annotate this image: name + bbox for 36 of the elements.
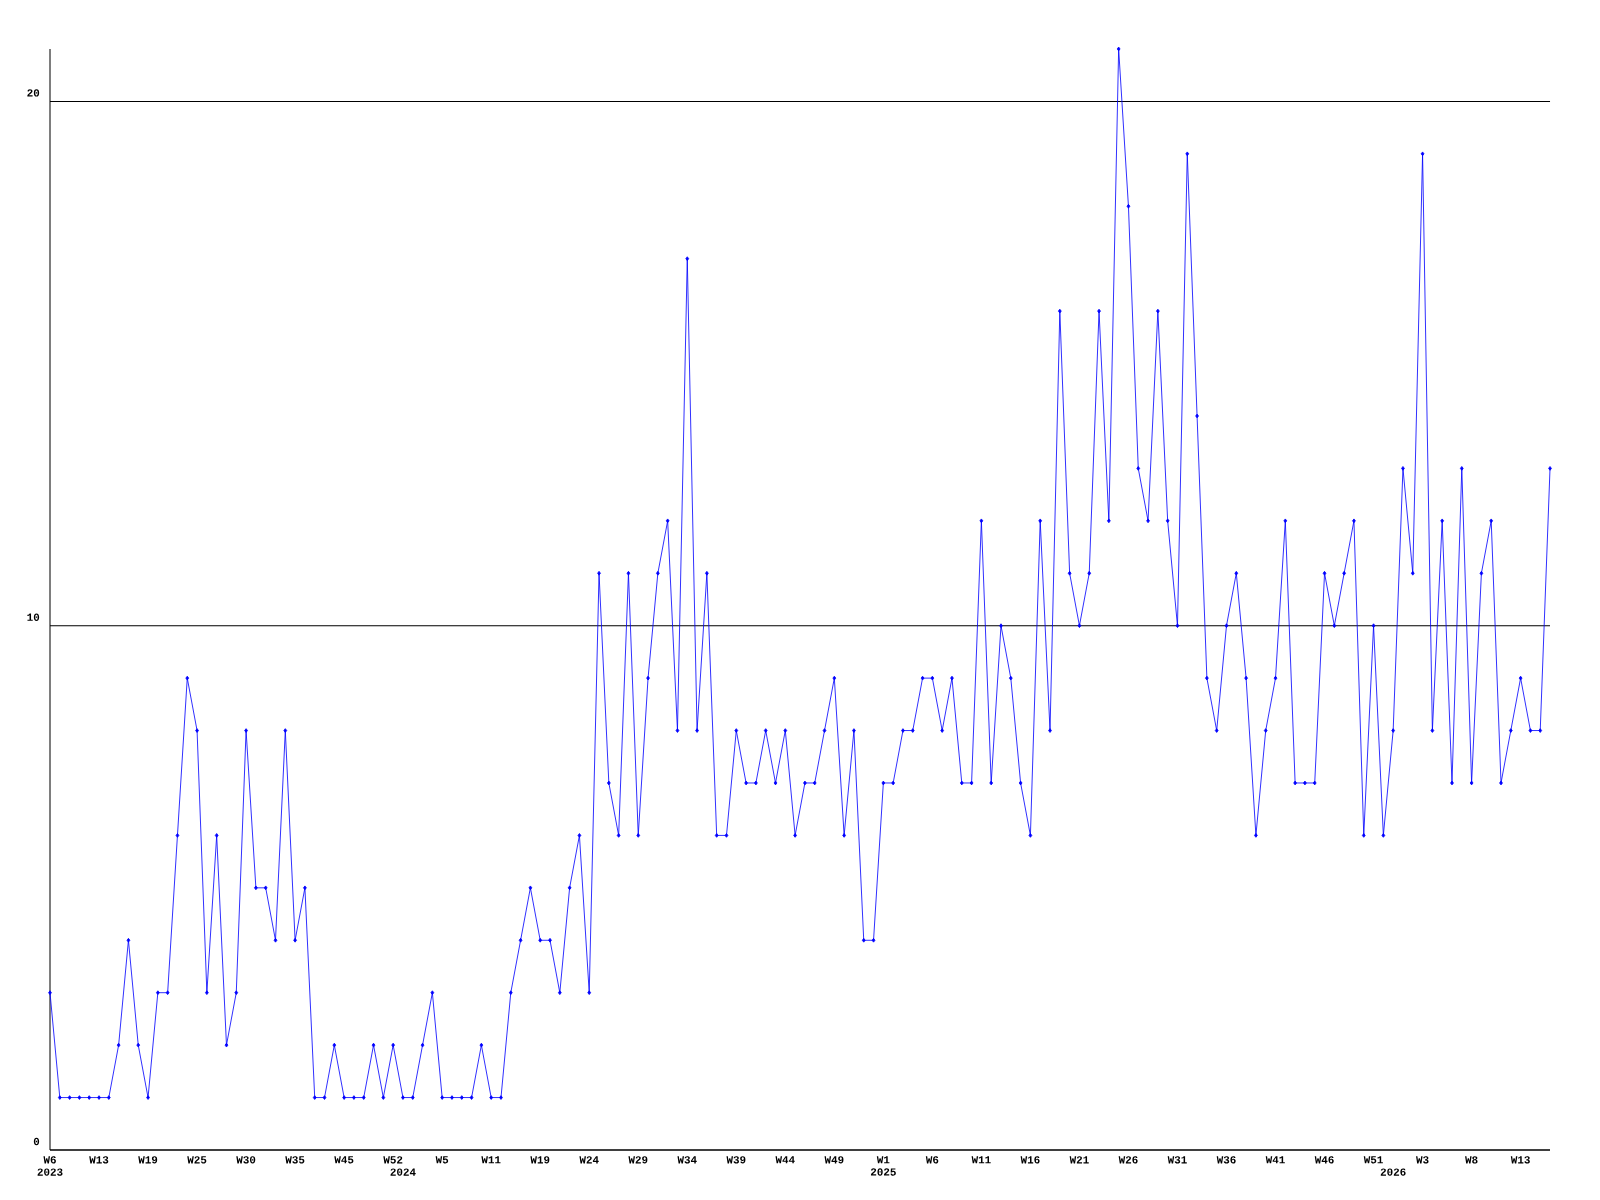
- x-tick-label: W31: [1167, 1156, 1187, 1164]
- x-tick-label: W52: [383, 1156, 403, 1164]
- x-tick-label: W24: [579, 1156, 599, 1164]
- x-tick-label: W3: [1416, 1156, 1429, 1164]
- x-tick-label: W5: [435, 1156, 449, 1164]
- x-tick-label: W8: [1465, 1156, 1478, 1164]
- y-tick-label: 0: [33, 1137, 40, 1146]
- x-tick-label: W45: [334, 1156, 354, 1164]
- x-tick-label: W11: [481, 1156, 501, 1164]
- x-tick-label: W49: [824, 1156, 844, 1164]
- x-tick-label: W46: [1314, 1156, 1334, 1164]
- x-tick-label: 2026: [1380, 1168, 1406, 1176]
- x-tick-label: W51: [1363, 1156, 1383, 1164]
- x-tick-label: W36: [1216, 1156, 1236, 1164]
- x-tick-label: W16: [1020, 1156, 1040, 1164]
- x-tick-label: W19: [138, 1156, 158, 1164]
- x-tick-label: W29: [628, 1156, 648, 1164]
- x-tick-label: W6: [925, 1156, 939, 1164]
- x-tick-label: W35: [285, 1156, 305, 1164]
- x-tick-label: W11: [971, 1156, 991, 1164]
- x-tick-label: W44: [775, 1156, 795, 1164]
- x-tick-label: W13: [1510, 1156, 1530, 1164]
- x-tick-label: W19: [530, 1156, 550, 1164]
- x-tick-label: W26: [1118, 1156, 1138, 1164]
- x-tick-label: W25: [187, 1156, 207, 1164]
- x-tick-label: W13: [89, 1156, 109, 1164]
- x-tick-label: W34: [677, 1156, 697, 1164]
- x-tick-label: W21: [1069, 1156, 1089, 1164]
- x-tick-label: W39: [726, 1156, 746, 1164]
- y-tick-label: 20: [27, 89, 40, 97]
- x-tick-label: W1 2025: [870, 1156, 896, 1176]
- y-tick-label: 10: [27, 613, 40, 621]
- x-tick-label: W30: [236, 1156, 256, 1164]
- x-tick-label: W41: [1265, 1156, 1285, 1164]
- x-tick-label: W6 2023: [37, 1156, 63, 1176]
- x-tick-label: 2024: [390, 1168, 416, 1176]
